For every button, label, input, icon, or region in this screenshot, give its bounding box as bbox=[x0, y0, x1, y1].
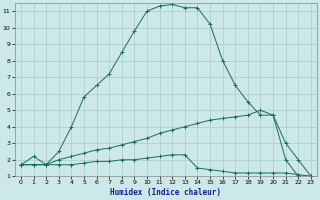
X-axis label: Humidex (Indice chaleur): Humidex (Indice chaleur) bbox=[110, 188, 221, 197]
